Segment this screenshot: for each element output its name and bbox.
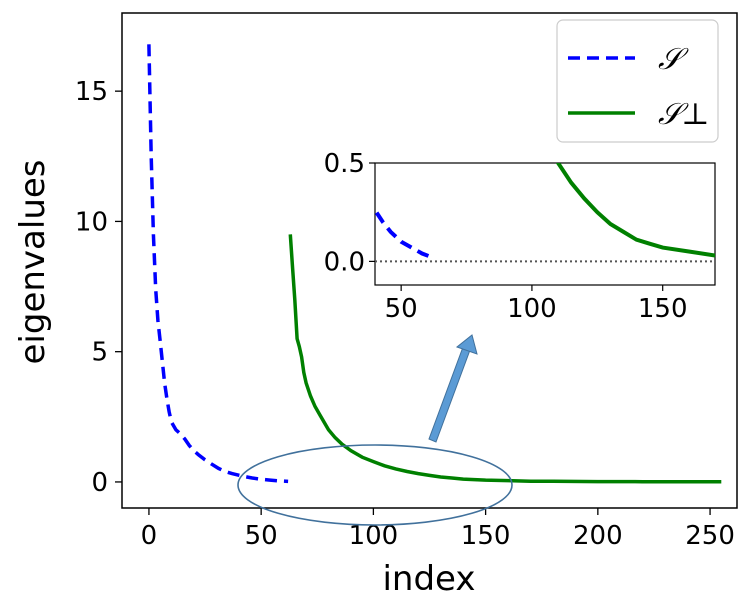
zoom-arrow: [428, 334, 478, 443]
inset-plot-frame: [374, 162, 716, 286]
x-tick-label: 150: [461, 521, 511, 551]
y-axis-label: eigenvalues: [13, 160, 53, 365]
inset-x-tick-label: 50: [385, 294, 418, 324]
x-tick-label: 250: [685, 521, 735, 551]
inset-x-tick-label: 100: [507, 294, 557, 324]
y-tick-label: 10: [75, 207, 108, 237]
x-axis-label: index: [382, 559, 475, 599]
main-x-ticks: 0 50 100 150 200 250: [141, 508, 735, 551]
y-tick-label: 5: [91, 338, 108, 368]
legend-label-s-perp: 𝒮⊥: [658, 97, 709, 132]
inset-x-tick-label: 150: [638, 294, 688, 324]
legend: 𝒮 𝒮⊥: [556, 19, 719, 143]
zoom-region-ellipse: [237, 444, 513, 526]
inset-y-ticks: 0.0 0.5: [324, 149, 375, 277]
series-s-perp-line: [288, 234, 722, 484]
inset-y-tick-label: 0.0: [324, 247, 365, 277]
zoom-arrow-head: [455, 334, 478, 355]
x-tick-label: 100: [349, 521, 399, 551]
inset-x-ticks: 50 100 150: [385, 285, 688, 324]
series-s-line: [147, 44, 289, 484]
y-tick-label: 15: [75, 77, 108, 107]
x-tick-label: 0: [141, 521, 158, 551]
y-tick-label: 0: [91, 468, 108, 498]
x-tick-label: 50: [245, 521, 278, 551]
main-y-ticks: 0 5 10 15: [75, 77, 122, 498]
inset-y-tick-label: 0.5: [324, 149, 365, 179]
inset-series-s-perp-line: [555, 163, 715, 258]
x-tick-label: 200: [573, 521, 623, 551]
